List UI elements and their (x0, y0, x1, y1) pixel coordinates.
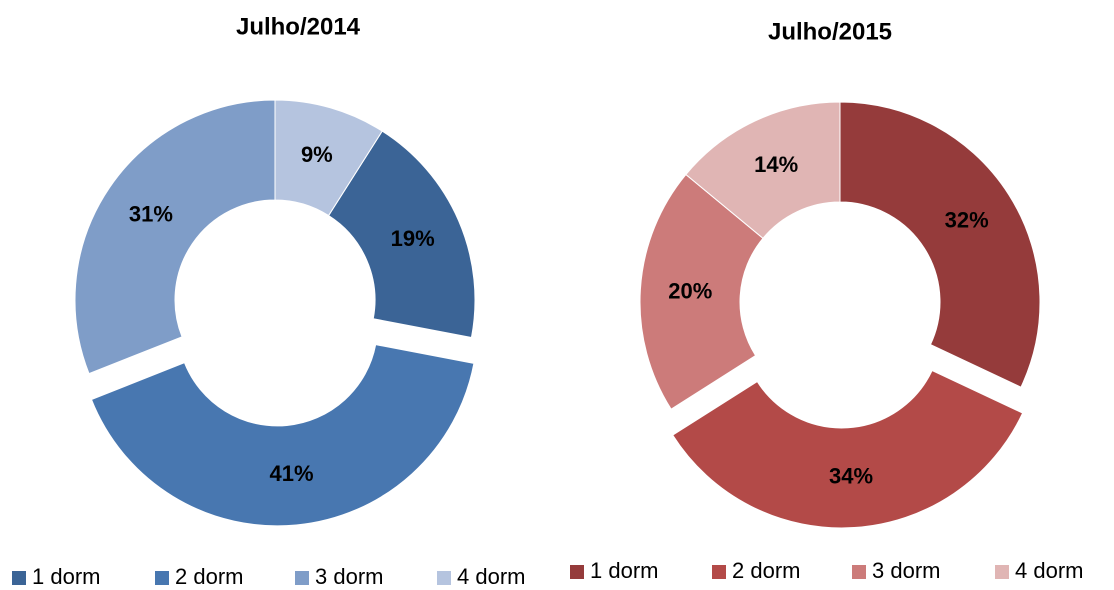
donut-slice (274, 99, 383, 217)
legend-label: 3 dorm (872, 558, 940, 583)
data-label: 14% (754, 152, 798, 177)
legend-label: 4 dorm (1015, 558, 1083, 583)
legend-swatch (155, 571, 169, 585)
legend-swatch (852, 565, 866, 579)
donut-slice (672, 369, 1024, 529)
legend-label: 4 dorm (457, 564, 525, 589)
legend-label: 1 dorm (590, 558, 658, 583)
data-label: 32% (945, 207, 989, 232)
legend-swatch (12, 571, 26, 585)
chart-title: Julho/2015 (768, 18, 892, 45)
legend-swatch (295, 571, 309, 585)
data-label: 20% (668, 278, 712, 303)
legend-swatch (712, 565, 726, 579)
data-label: 19% (391, 226, 435, 251)
legend-swatch (995, 565, 1009, 579)
donut-slice (839, 101, 1041, 388)
data-label: 9% (301, 142, 333, 167)
legend-label: 3 dorm (315, 564, 383, 589)
data-label: 34% (829, 463, 873, 488)
chart-title: Julho/2014 (236, 13, 361, 40)
legend-label: 2 dorm (732, 558, 800, 583)
legend-label: 2 dorm (175, 564, 243, 589)
donut-slice (327, 130, 476, 339)
data-label: 41% (270, 461, 314, 486)
donut-slice (639, 173, 764, 410)
legend-label: 1 dorm (32, 564, 100, 589)
donut-slice (685, 101, 841, 239)
donut-slice (74, 99, 276, 375)
data-label: 31% (129, 202, 173, 227)
legend-swatch (437, 571, 451, 585)
legend-swatch (570, 565, 584, 579)
donut-slice (90, 344, 475, 527)
